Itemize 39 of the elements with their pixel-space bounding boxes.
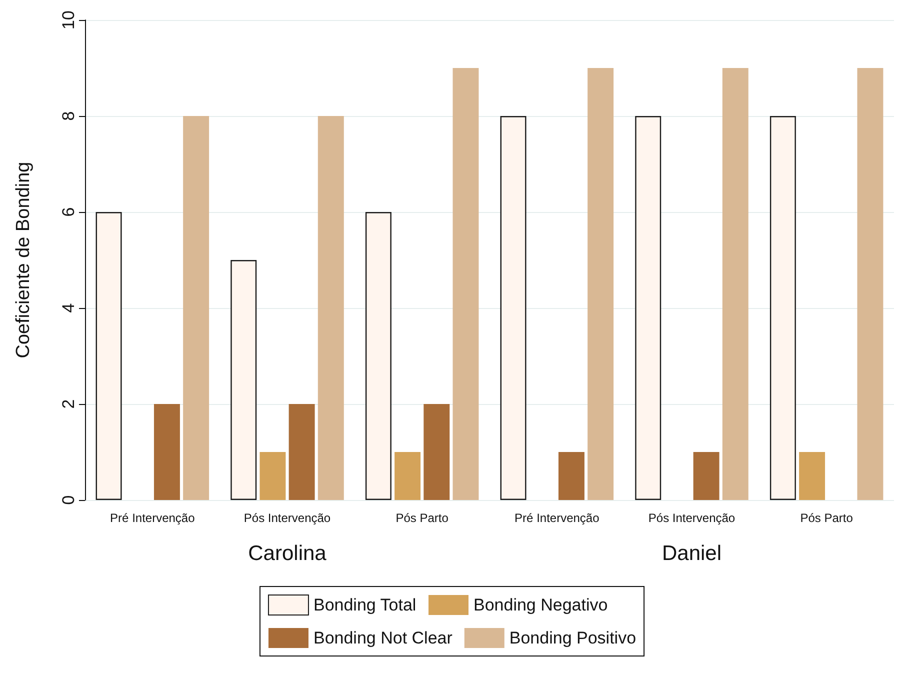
bar <box>288 404 315 500</box>
x-tick-label: Pré Intervenção <box>110 511 196 525</box>
x-tick-label: Pós Parto <box>800 511 854 525</box>
bar <box>318 116 344 500</box>
x-tick-label: Pós Intervenção <box>648 511 736 525</box>
bar <box>365 212 392 500</box>
x-tick-label: Pré Intervenção <box>514 511 600 525</box>
bar <box>693 452 720 500</box>
bar <box>424 404 450 500</box>
x-tick-label: Pós Parto <box>396 511 449 525</box>
bar <box>260 452 286 500</box>
y-tick-label: 0 <box>59 495 78 505</box>
legend-label: Bonding Positivo <box>509 628 636 648</box>
bar <box>799 452 826 500</box>
text: Daniel <box>662 542 722 565</box>
bar <box>394 452 421 500</box>
bar <box>183 116 210 500</box>
x-tick-label: Pós Intervenção <box>244 511 331 525</box>
bar <box>500 116 526 500</box>
bar <box>96 212 122 500</box>
bar <box>635 116 662 500</box>
y-axis-title: Coeficiente de Bonding <box>13 162 34 358</box>
legend-label: Bonding Total <box>313 596 416 614</box>
y-tick-label: 6 <box>59 207 78 217</box>
y-tick-label: 2 <box>59 399 78 409</box>
bar <box>588 68 614 500</box>
bar <box>452 68 479 500</box>
legend-label: Bonding Negativo <box>473 596 608 614</box>
legend-label: Bonding Not Clear <box>313 628 453 648</box>
bar <box>154 404 180 500</box>
y-tick-label: 10 <box>59 10 78 30</box>
bar <box>770 116 796 500</box>
bar <box>857 68 884 500</box>
bar <box>230 260 257 500</box>
text: Carolina <box>248 542 327 565</box>
bar <box>558 452 584 500</box>
y-tick-label: 8 <box>59 111 78 121</box>
bar <box>722 68 748 500</box>
y-tick-label: 4 <box>59 303 78 313</box>
